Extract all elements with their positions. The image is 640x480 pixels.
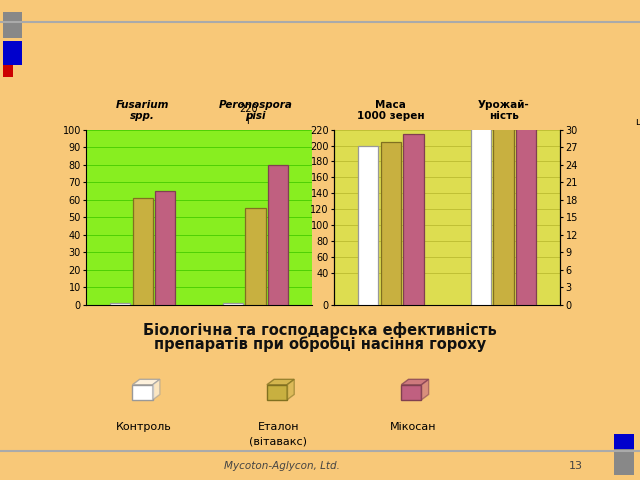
Text: Біологічна та господарська ефективність: Біологічна та господарська ефективність	[143, 322, 497, 337]
Bar	[155, 191, 175, 305]
Text: Peronospora
pisi: Peronospora pisi	[219, 100, 292, 121]
Text: Еталон: Еталон	[258, 422, 299, 432]
Bar	[471, 0, 492, 305]
Bar	[110, 303, 131, 305]
Text: (вітавакс): (вітавакс)	[250, 437, 307, 447]
Text: Мікосан: Мікосан	[390, 422, 436, 432]
Text: Fusarium
spp.: Fusarium spp.	[116, 100, 170, 121]
Text: препаратів при обробці насіння гороху: препаратів при обробці насіння гороху	[154, 336, 486, 352]
Text: 220
г: 220 г	[239, 105, 258, 126]
Text: Контроль: Контроль	[116, 422, 172, 432]
Text: Урожай-
ність: Урожай- ність	[477, 99, 529, 121]
Bar	[358, 146, 378, 305]
Bar	[516, 0, 536, 305]
Bar	[403, 133, 424, 305]
Text: Маса
1000 зерен: Маса 1000 зерен	[357, 100, 425, 121]
Bar	[245, 208, 266, 305]
Bar	[223, 303, 243, 305]
Bar	[381, 143, 401, 305]
Bar	[268, 165, 288, 305]
Bar	[493, 0, 514, 305]
Text: 100
%: 100 %	[0, 105, 1, 126]
Text: Mycoton-Aglycon, Ltd.: Mycoton-Aglycon, Ltd.	[223, 461, 340, 470]
Bar	[132, 198, 153, 305]
Text: 30
ц/га: 30 ц/га	[635, 105, 640, 126]
Text: 13: 13	[569, 461, 583, 470]
